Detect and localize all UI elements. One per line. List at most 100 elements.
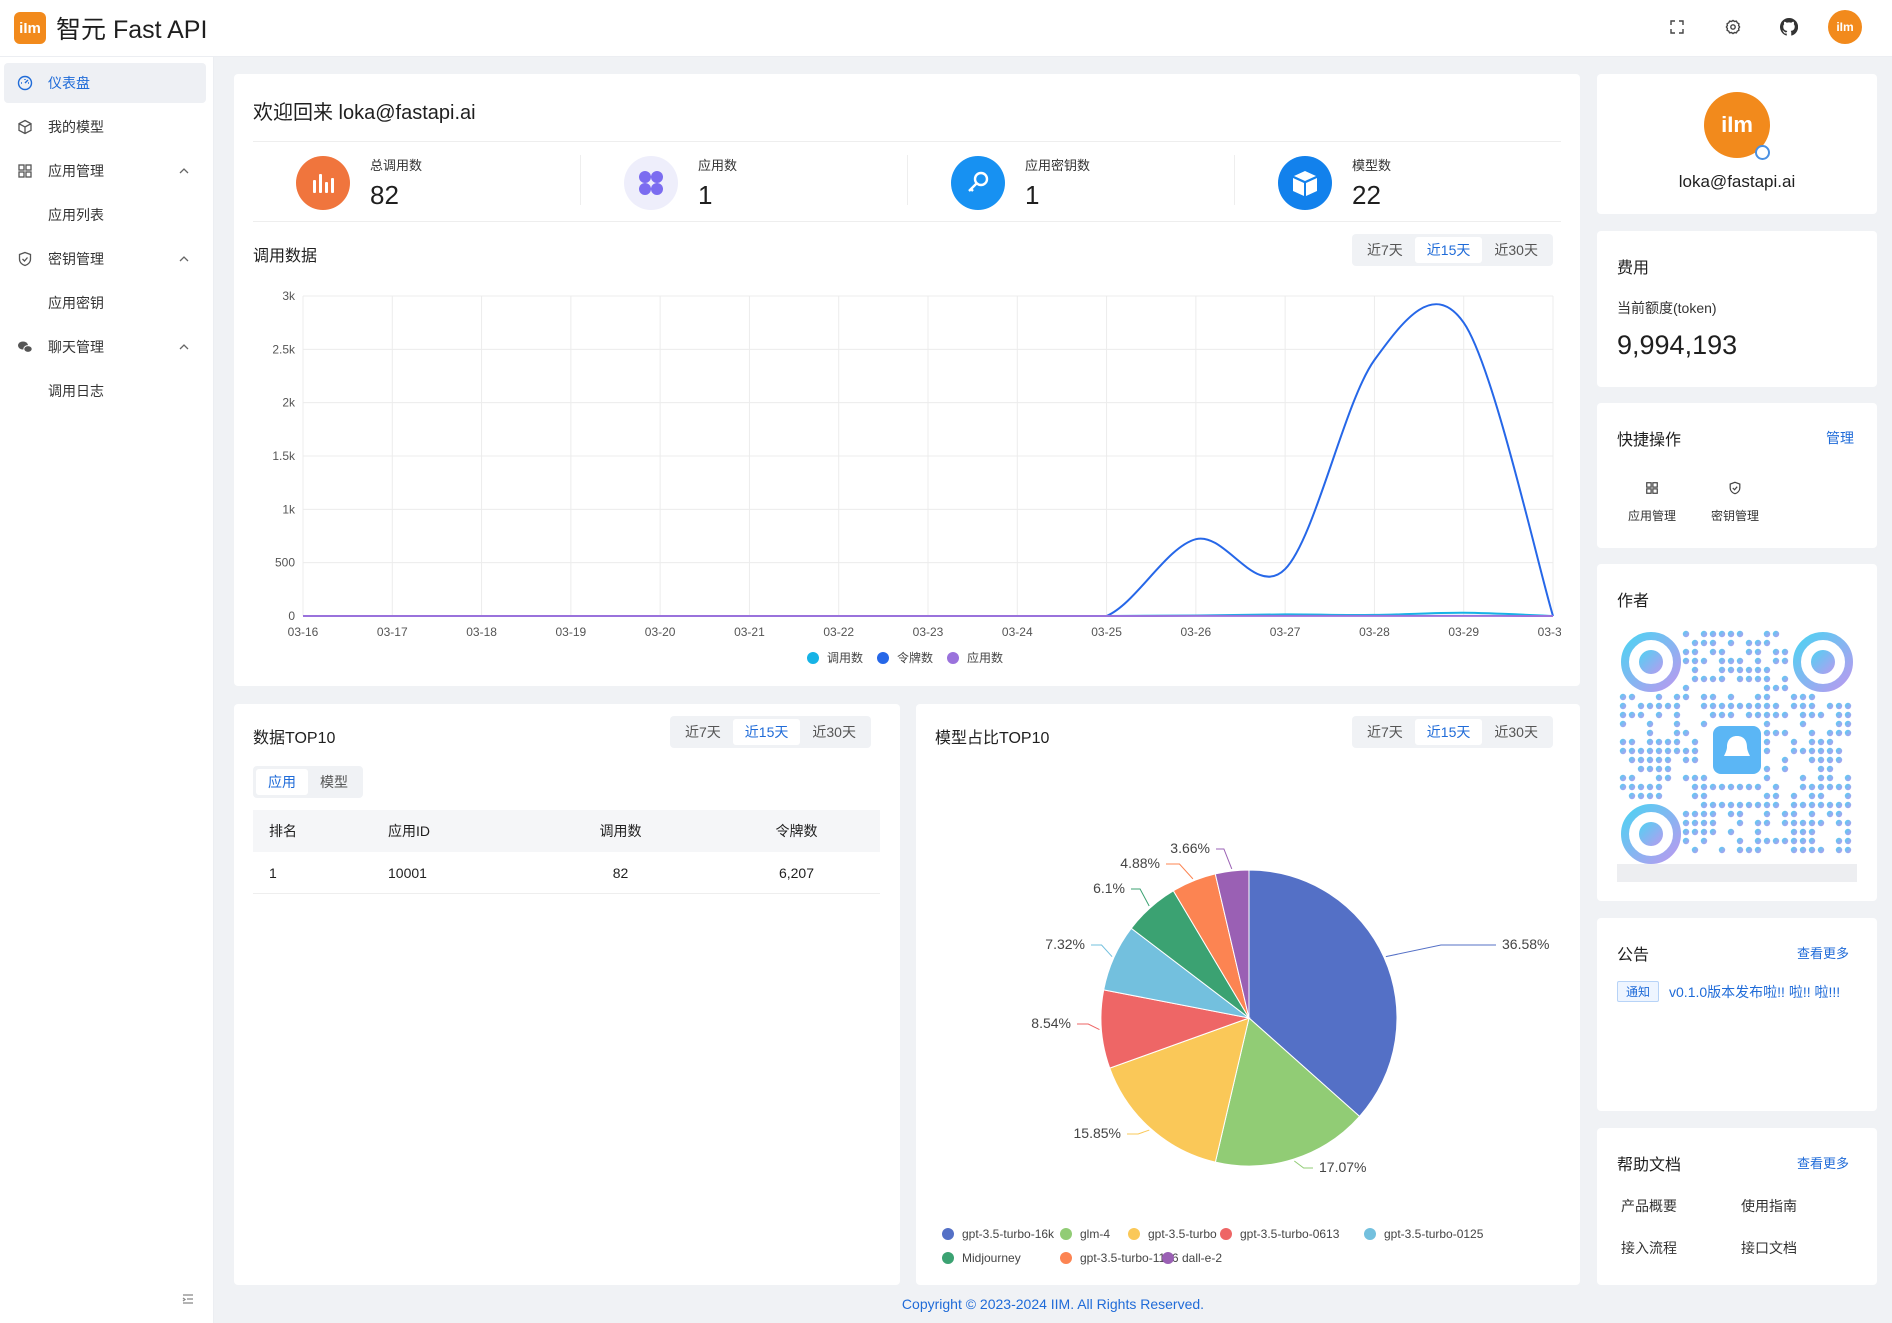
qr-dot [1763, 639, 1771, 647]
qr-dot [1772, 801, 1780, 809]
pie-slice-label: 15.85% [1074, 1125, 1121, 1141]
qr-dot [1826, 801, 1834, 809]
pie-slice [1248, 869, 1398, 1118]
qr-dot [1619, 693, 1627, 701]
qr-dot [1808, 828, 1816, 836]
sidebar-item-label: 仪表盘 [48, 75, 90, 91]
notice-item[interactable]: 通知 v0.1.0版本发布啦!! 啦!! 啦!!! [1617, 981, 1840, 1002]
qr-dot [1835, 747, 1843, 755]
tab-model[interactable]: 模型 [320, 774, 348, 790]
range-7d[interactable]: 近7天 [685, 724, 721, 740]
github-icon[interactable] [1772, 10, 1806, 44]
sidebar-item-my-models[interactable]: 我的模型 [4, 107, 206, 147]
sidebar-subitem-call-log[interactable]: 调用日志 [48, 383, 104, 399]
range-15d[interactable]: 近15天 [1414, 719, 1483, 745]
sidebar-subitem-app-keys[interactable]: 应用密钥 [48, 295, 104, 311]
fee-value: 9,994,193 [1617, 330, 1738, 360]
qr-dot [1844, 774, 1852, 782]
stat-value: 1 [698, 180, 713, 210]
user-avatar[interactable]: iIm [1828, 10, 1862, 44]
qr-dot [1826, 702, 1834, 710]
qr-dot [1826, 783, 1834, 791]
qr-dot [1646, 783, 1654, 791]
qr-dot [1808, 756, 1816, 764]
qr-dot [1637, 702, 1645, 710]
qr-dot [1763, 837, 1771, 845]
qr-dot [1799, 747, 1807, 755]
help-link-integration[interactable]: 接入流程 [1621, 1240, 1677, 1256]
qr-dot [1691, 639, 1699, 647]
qr-dot [1799, 837, 1807, 845]
qr-dot [1646, 720, 1654, 728]
qr-dot [1673, 720, 1681, 728]
welcome-title: 欢迎回来 loka@fastapi.ai [253, 102, 476, 124]
qr-dot [1655, 711, 1663, 719]
qr-dot [1700, 792, 1708, 800]
qr-dot [1808, 747, 1816, 755]
help-title: 帮助文档 [1617, 1157, 1682, 1174]
profile-avatar[interactable]: iIm [1704, 92, 1770, 158]
qr-dot [1673, 729, 1681, 737]
qr-dot [1628, 783, 1636, 791]
manage-link[interactable]: 管理 [1826, 430, 1854, 446]
qr-dot [1781, 765, 1789, 773]
help-link-api-docs[interactable]: 接口文档 [1741, 1240, 1797, 1256]
range-15d[interactable]: 近15天 [732, 719, 801, 745]
qr-dot [1799, 783, 1807, 791]
table-row[interactable]: 1 10001 82 6,207 [253, 852, 880, 894]
stat-label: 应用数 [698, 158, 738, 173]
range-7d[interactable]: 近7天 [1367, 242, 1403, 258]
range-30d[interactable]: 近30天 [1494, 724, 1538, 740]
qr-dot [1826, 765, 1834, 773]
fullscreen-icon[interactable] [1660, 10, 1694, 44]
help-link-guide[interactable]: 使用指南 [1741, 1198, 1797, 1214]
qr-dot [1790, 747, 1798, 755]
app-logo[interactable]: iIm 智元 Fast API [14, 10, 207, 46]
quick-label: 密钥管理 [1711, 509, 1760, 523]
sidebar-subitem-app-list[interactable]: 应用列表 [48, 207, 104, 223]
qr-dot [1745, 648, 1753, 656]
quick-key-management[interactable]: 密钥管理 [1711, 477, 1759, 524]
table-cell: 1 [269, 864, 277, 881]
range-30d[interactable]: 近30天 [1494, 242, 1538, 258]
range-30d[interactable]: 近30天 [812, 724, 856, 740]
help-more-link[interactable]: 查看更多 [1797, 1156, 1850, 1171]
x-tick-label: 03-17 [377, 625, 408, 639]
settings-icon[interactable] [1716, 10, 1750, 44]
qr-dot [1826, 729, 1834, 737]
author-title: 作者 [1617, 593, 1650, 610]
qr-dot [1718, 846, 1726, 854]
help-link-overview[interactable]: 产品概要 [1621, 1198, 1677, 1214]
notice-more-link[interactable]: 查看更多 [1797, 946, 1850, 961]
sidebar-item-dashboard[interactable]: 仪表盘 [4, 63, 206, 103]
bar-chart-icon [296, 156, 350, 210]
qr-dot [1700, 801, 1708, 809]
x-tick-label: 03-19 [556, 625, 587, 639]
qr-dot [1808, 837, 1816, 845]
range-15d[interactable]: 近15天 [1414, 237, 1483, 263]
range-7d[interactable]: 近7天 [1367, 724, 1403, 740]
qr-dot [1763, 792, 1771, 800]
tab-app[interactable]: 应用 [256, 769, 308, 795]
qr-dot [1682, 729, 1690, 737]
sidebar-item-chat-management[interactable]: 聊天管理 [4, 327, 206, 367]
qr-dot [1817, 738, 1825, 746]
sidebar-item-app-management[interactable]: 应用管理 [4, 151, 206, 191]
table-cell: 10001 [388, 864, 427, 881]
qr-dot [1745, 846, 1753, 854]
qr-dot [1754, 837, 1762, 845]
y-tick-label: 2k [282, 396, 296, 410]
collapse-sidebar-icon[interactable] [180, 1291, 196, 1312]
qr-dot [1691, 756, 1699, 764]
sidebar-item-key-management[interactable]: 密钥管理 [4, 239, 206, 279]
qr-dot [1763, 819, 1771, 827]
qr-dot [1637, 711, 1645, 719]
qr-dot [1619, 783, 1627, 791]
stat-label: 总调用数 [370, 158, 423, 173]
qr-dot [1682, 648, 1690, 656]
usage-title: 调用数据 [253, 248, 318, 265]
quick-app-management[interactable]: 应用管理 [1628, 477, 1676, 524]
x-tick-label: 03-29 [1448, 625, 1479, 639]
legend-marker [947, 652, 959, 664]
pie-leader-line [1385, 944, 1496, 958]
